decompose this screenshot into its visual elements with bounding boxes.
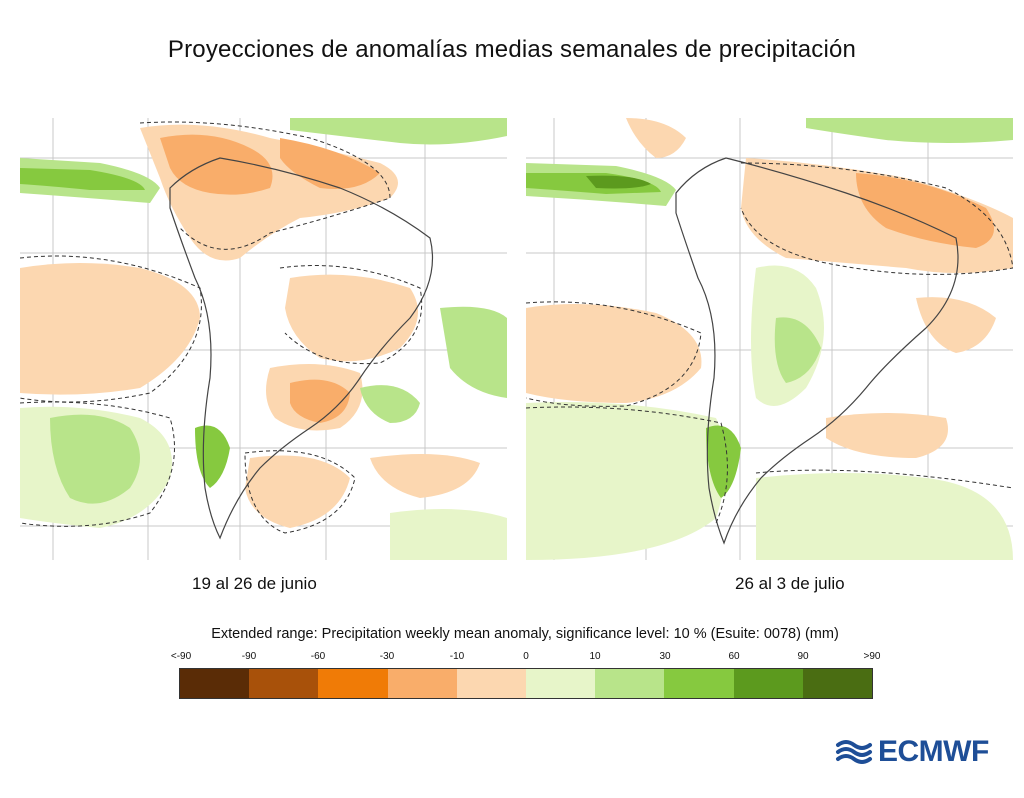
legend-color-bar xyxy=(179,668,873,699)
map-panel-july xyxy=(526,118,1013,560)
legend-swatch xyxy=(733,669,803,698)
legend-tick: <-90 xyxy=(170,651,192,662)
legend-tick: >90 xyxy=(863,651,881,662)
legend-tick: -30 xyxy=(379,651,395,662)
map-panel-june xyxy=(20,118,507,560)
legend-tick: 60 xyxy=(728,651,740,662)
legend-tick: 30 xyxy=(659,651,671,662)
legend-tick: 0 xyxy=(523,651,529,662)
legend-tick: 90 xyxy=(797,651,809,662)
legend-swatch xyxy=(318,669,388,698)
legend-swatch xyxy=(802,669,873,698)
legend-ticks: <-90 -90 -60 -30 -10 0 10 30 60 90 >90 xyxy=(0,651,1024,665)
panel-label-july: 26 al 3 de julio xyxy=(735,574,845,593)
legend-tick: -10 xyxy=(449,651,465,662)
legend-swatch xyxy=(526,669,596,698)
logo-text: ECMWF xyxy=(878,735,989,768)
legend-swatch xyxy=(456,669,527,698)
legend-tick: 10 xyxy=(589,651,601,662)
legend-tick: -60 xyxy=(310,651,326,662)
panel-label-june: 19 al 26 de junio xyxy=(192,574,317,593)
legend-swatch xyxy=(180,669,250,698)
legend-swatch xyxy=(387,669,457,698)
legend-swatch xyxy=(664,669,734,698)
ecmwf-logo-icon xyxy=(836,740,872,764)
legend-swatch xyxy=(249,669,319,698)
ecmwf-logo: ECMWF xyxy=(834,735,989,769)
legend-tick: -90 xyxy=(241,651,257,662)
page-title: Proyecciones de anomalías medias semanal… xyxy=(167,36,857,63)
legend-caption: Extended range: Precipitation weekly mea… xyxy=(211,626,839,642)
legend-swatch xyxy=(595,669,665,698)
